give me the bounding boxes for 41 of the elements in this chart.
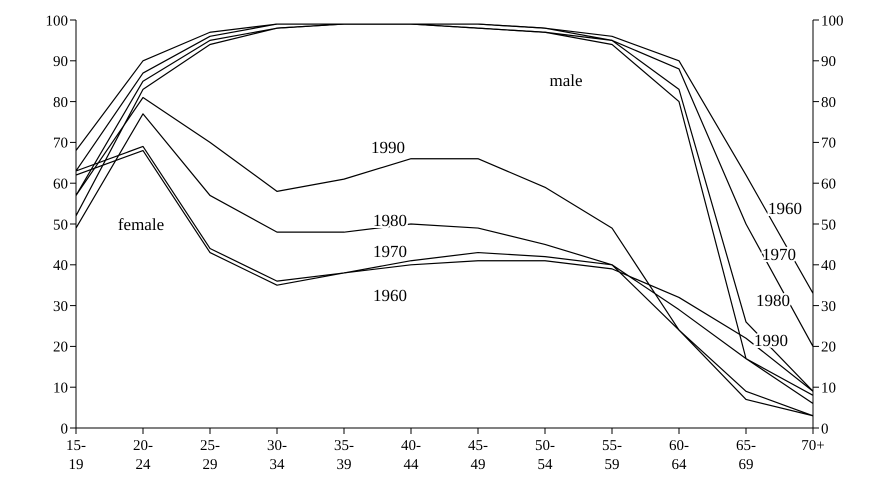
y-tick-label: 60 — [53, 176, 68, 193]
x-tick-label: 15-19 — [66, 438, 86, 473]
y-tick-label: 10 — [53, 380, 68, 397]
y-tick-label: 80 — [53, 94, 68, 111]
y-tick-label: 90 — [53, 54, 68, 70]
y-tick-label: 70 — [53, 136, 68, 152]
y2-tick-label: 30 — [821, 298, 836, 315]
annotation: male — [549, 70, 583, 90]
annotation: 1960 — [768, 198, 802, 218]
y2-tick-label: 90 — [821, 54, 836, 70]
y2-tick-label: 100 — [821, 13, 844, 30]
y-tick-label: 100 — [46, 13, 68, 30]
x-tick-label: 45-49 — [468, 438, 488, 473]
y2-tick-label: 20 — [821, 340, 836, 356]
annotation: 1990 — [371, 138, 405, 157]
annotation: 1980 — [373, 210, 407, 230]
y2-tick-label: 50 — [821, 217, 836, 234]
x-tick-label: 65-69 — [736, 438, 756, 473]
y-tick-label: 50 — [53, 217, 68, 234]
x-tick-label: 35-39 — [334, 438, 354, 473]
x-tick-label: 50-54 — [535, 438, 555, 473]
x-tick-label: 70+ — [801, 438, 825, 454]
y2-tick-label: 80 — [821, 94, 836, 111]
annotation: female — [118, 214, 164, 234]
y-tick-label: 30 — [53, 298, 68, 315]
annotation: 1970 — [373, 242, 407, 261]
x-tick-label: 55-59 — [602, 438, 622, 473]
x-tick-label: 60-64 — [669, 438, 689, 473]
annotation: 1960 — [373, 286, 407, 305]
x-tick-label: 30-34 — [267, 438, 287, 473]
y2-tick-label: 0 — [821, 421, 828, 438]
x-tick-label: 40-44 — [401, 438, 421, 473]
y2-tick-label: 10 — [821, 380, 836, 397]
y-tick-label: 0 — [60, 421, 68, 438]
y2-tick-label: 70 — [821, 136, 836, 152]
y2-tick-label: 40 — [821, 258, 836, 274]
x-tick-label: 20-24 — [133, 438, 153, 473]
y2-tick-label: 60 — [821, 176, 836, 193]
y-tick-label: 40 — [53, 258, 68, 274]
x-tick-label: 25-29 — [200, 438, 220, 473]
y-tick-label: 20 — [53, 340, 68, 356]
